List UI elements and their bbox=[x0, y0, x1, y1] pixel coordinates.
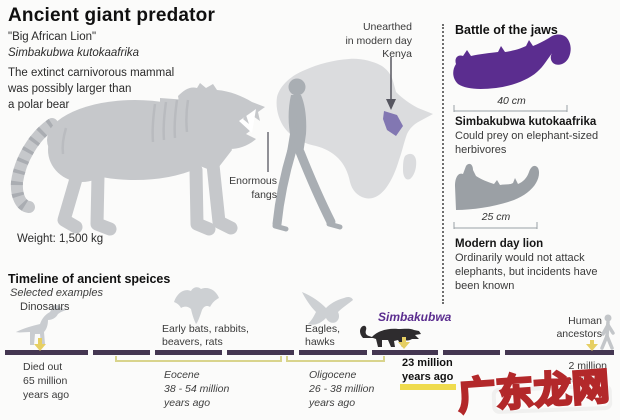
human-arrow bbox=[586, 340, 598, 351]
fangs-annotation: Enormous fangs bbox=[229, 175, 277, 201]
simbakubwa-jaw-scale: 40 cm bbox=[497, 95, 526, 107]
dinosaurs-label: Dinosaurs bbox=[20, 301, 70, 313]
simbakubwa-timeline-note: 23 million years ago bbox=[402, 357, 454, 383]
fang bbox=[243, 115, 249, 124]
timeline-marker-arrows bbox=[34, 337, 598, 351]
alias-label: "Big African Lion" bbox=[8, 31, 97, 43]
epoch-brackets bbox=[115, 356, 385, 362]
body-stripes bbox=[61, 99, 190, 155]
simbakubwa-jaw-caption: Could prey on elephant-sized herbivores bbox=[455, 130, 599, 157]
weight-label: Weight: 1,500 kg bbox=[17, 233, 104, 245]
simbakubwa-jaw-shape bbox=[453, 34, 571, 89]
simbakubwa-arrow bbox=[398, 337, 410, 349]
simbakubwa-jaw-name: Simbakubwa kutokaafrika bbox=[455, 116, 597, 128]
simbakubwa-small-silhouette bbox=[360, 325, 421, 347]
dinosaurs-note: Died out 65 million years ago bbox=[23, 361, 70, 402]
lion-jaw-name: Modern day lion bbox=[455, 238, 544, 250]
bat-silhouette bbox=[174, 287, 219, 324]
simbakubwa-scale-line bbox=[453, 105, 568, 112]
timeline-bar bbox=[5, 350, 614, 355]
head-open-jaw bbox=[178, 83, 265, 151]
highlight-underline bbox=[400, 384, 456, 390]
lion-jaw-caption: Ordinarily would not attack elephants, b… bbox=[455, 252, 598, 293]
modern-human-silhouette bbox=[272, 78, 343, 232]
eagles-label: Eagles, hawks bbox=[305, 323, 341, 349]
tail-stripes bbox=[10, 119, 56, 213]
eocene-note: Eocene 38 - 54 million years ago bbox=[164, 369, 230, 410]
dinosaur-arrow bbox=[34, 338, 46, 351]
kenya-highlight bbox=[383, 111, 403, 136]
lion-scale-line bbox=[453, 222, 538, 229]
jaws-panel-title: Battle of the jaws bbox=[455, 23, 558, 37]
site-watermark: 广东龙网 bbox=[455, 363, 613, 419]
madagascar-shape bbox=[403, 153, 417, 180]
simbakubwa-silhouette bbox=[10, 83, 265, 236]
dinosaur-silhouette bbox=[16, 304, 66, 345]
bats-label: Early bats, rabbits, beavers, rats bbox=[162, 323, 249, 349]
africa-map bbox=[276, 57, 433, 199]
timeline-title: Timeline of ancient speices bbox=[8, 272, 171, 286]
species-name: Simbakubwa kutokaafrika bbox=[8, 47, 140, 59]
humans-note: 2 million years ago bbox=[560, 360, 607, 387]
oligocene-note: Oligocene 26 - 38 million years ago bbox=[309, 369, 375, 410]
page-title: Ancient giant predator bbox=[8, 5, 216, 26]
lion-jaw-scale: 25 cm bbox=[481, 211, 511, 223]
timeline-subtitle: Selected examples bbox=[10, 287, 103, 299]
lion-jaw-shape bbox=[455, 163, 540, 210]
map-annotation: Unearthed in modern day Kenya bbox=[345, 21, 412, 61]
simbakubwa-timeline-label: Simbakubwa bbox=[378, 310, 452, 324]
kenya-pointer-arrowhead bbox=[386, 99, 396, 110]
eagle-silhouette bbox=[302, 292, 353, 325]
human-ancestor-silhouette bbox=[600, 314, 615, 350]
humans-label: Human ancestors bbox=[556, 315, 602, 341]
description: The extinct carnivorous mammal was possi… bbox=[8, 67, 175, 111]
dotted-divider bbox=[442, 24, 444, 304]
